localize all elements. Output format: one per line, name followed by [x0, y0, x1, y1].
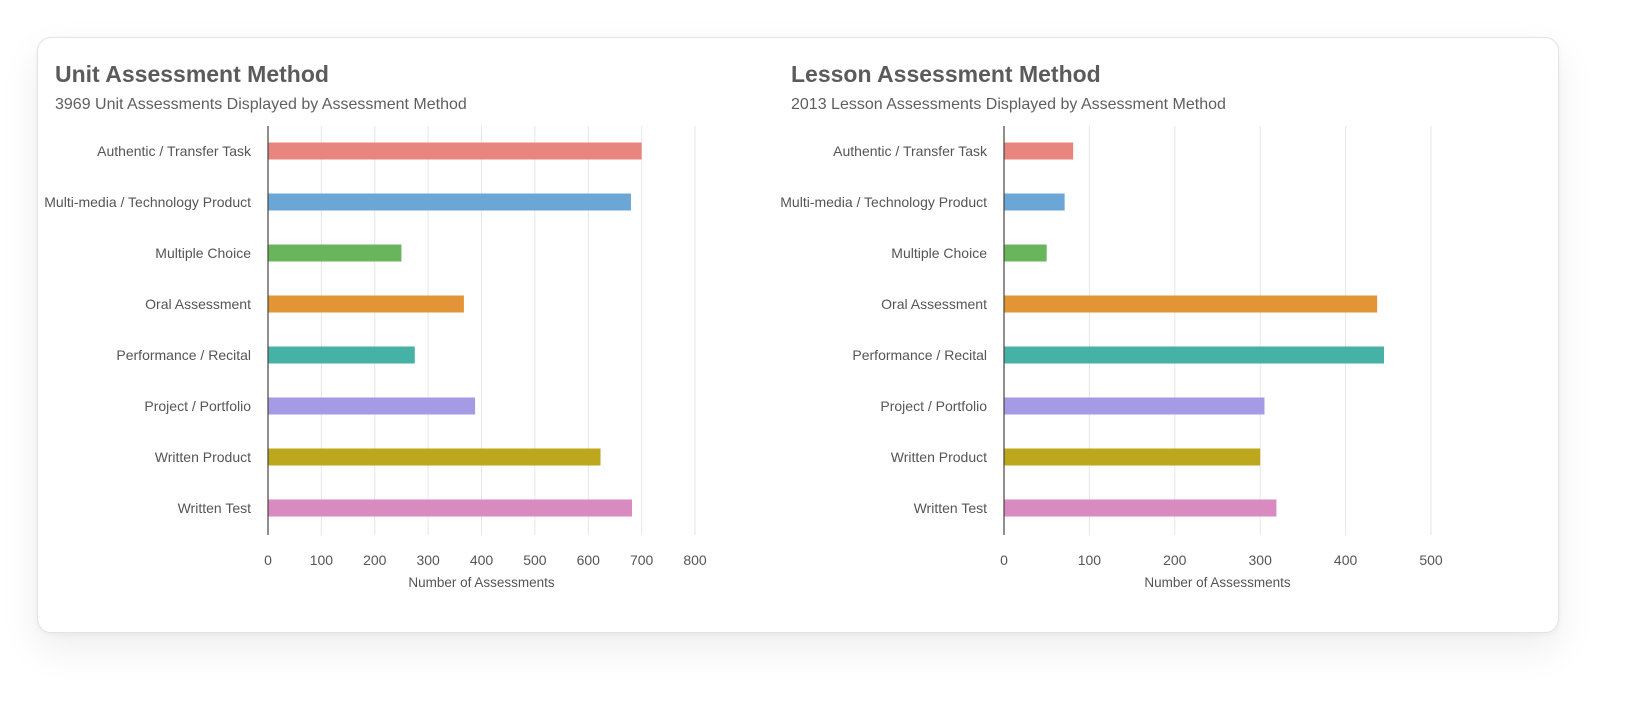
lesson-bar	[1004, 295, 1378, 313]
unit-bar	[268, 448, 601, 466]
unit-bar	[268, 499, 633, 517]
unit-category-label: Authentic / Transfer Task	[97, 143, 252, 159]
lesson-x-tick-label: 200	[1163, 552, 1187, 568]
lesson-x-axis-title: Number of Assessments	[1144, 575, 1291, 590]
charts-card: Unit Assessment Method 3969 Unit Assessm…	[37, 37, 1559, 633]
unit-x-tick-label: 0	[264, 552, 272, 568]
lesson-chart-subtitle: 2013 Lesson Assessments Displayed by Ass…	[791, 96, 1226, 113]
lesson-category-label: Performance / Recital	[852, 347, 987, 363]
unit-category-label: Oral Assessment	[145, 296, 251, 312]
lesson-bar	[1004, 244, 1047, 262]
unit-bar	[268, 142, 642, 160]
unit-bar	[268, 244, 402, 262]
lesson-category-label: Project / Portfolio	[880, 398, 987, 414]
unit-category-label: Multi-media / Technology Product	[44, 194, 251, 210]
unit-category-label: Project / Portfolio	[144, 398, 251, 414]
unit-x-tick-label: 600	[577, 552, 601, 568]
lesson-chart-title: Lesson Assessment Method	[791, 61, 1101, 87]
lesson-x-tick-label: 300	[1249, 552, 1273, 568]
unit-x-tick-label: 100	[310, 552, 334, 568]
unit-x-tick-label: 800	[683, 552, 707, 568]
unit-category-label: Written Test	[178, 500, 252, 516]
unit-x-tick-label: 500	[523, 552, 547, 568]
lesson-category-label: Multiple Choice	[891, 245, 987, 261]
unit-category-label: Written Product	[155, 449, 251, 465]
lesson-x-tick-label: 400	[1334, 552, 1358, 568]
unit-bar-chart: Authentic / Transfer Task Multi-media / T…	[44, 126, 707, 590]
lesson-bar	[1004, 346, 1385, 364]
unit-x-axis-title: Number of Assessments	[408, 575, 555, 590]
lesson-bar	[1004, 142, 1074, 160]
unit-bar	[268, 397, 476, 415]
lesson-category-label: Multi-media / Technology Product	[780, 194, 987, 210]
lesson-bar	[1004, 397, 1265, 415]
lesson-bar	[1004, 448, 1261, 466]
unit-x-tick-label: 400	[470, 552, 494, 568]
lesson-category-label: Authentic / Transfer Task	[833, 143, 988, 159]
lesson-bar	[1004, 499, 1277, 517]
unit-x-tick-label: 700	[630, 552, 654, 568]
lesson-category-label: Oral Assessment	[881, 296, 987, 312]
lesson-chart-panel: Lesson Assessment Method 2013 Lesson Ass…	[774, 38, 1534, 634]
unit-chart-panel: Unit Assessment Method 3969 Unit Assessm…	[38, 38, 798, 634]
lesson-x-tick-label: 0	[1000, 552, 1008, 568]
lesson-bar-chart: Authentic / Transfer Task Multi-media / T…	[780, 126, 1443, 590]
lesson-bar	[1004, 193, 1065, 211]
lesson-category-label: Written Test	[914, 500, 988, 516]
unit-bar	[268, 346, 415, 364]
unit-category-label: Performance / Recital	[116, 347, 251, 363]
unit-chart-subtitle: 3969 Unit Assessments Displayed by Asses…	[55, 96, 467, 113]
lesson-x-tick-label: 500	[1419, 552, 1443, 568]
unit-bar	[268, 295, 464, 313]
unit-x-tick-label: 300	[416, 552, 440, 568]
unit-category-label: Multiple Choice	[155, 245, 251, 261]
unit-chart-title: Unit Assessment Method	[55, 61, 329, 87]
lesson-x-tick-label: 100	[1078, 552, 1102, 568]
unit-bar	[268, 193, 631, 211]
lesson-category-label: Written Product	[891, 449, 987, 465]
unit-x-tick-label: 200	[363, 552, 387, 568]
